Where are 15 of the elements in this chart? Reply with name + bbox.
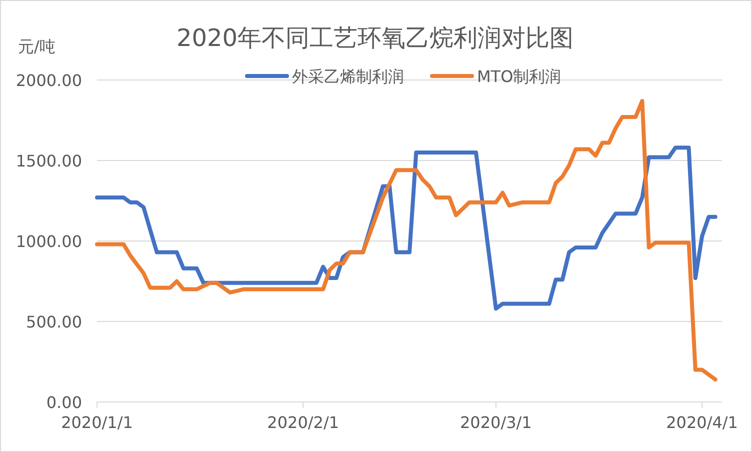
x-tick-label: 2020/3/1 bbox=[460, 413, 532, 432]
line-series bbox=[95, 146, 718, 311]
y-axis-title: 元/吨 bbox=[18, 37, 56, 56]
legend-label: MTO制利润 bbox=[477, 67, 562, 86]
x-tick-label: 2020/4/1 bbox=[666, 413, 738, 432]
y-tick-label: 1500.00 bbox=[16, 152, 82, 170]
legend-label: 外采乙烯制利润 bbox=[292, 67, 404, 86]
y-tick-label: 1000.00 bbox=[16, 232, 82, 251]
x-tick-label: 2020/2/1 bbox=[267, 413, 340, 432]
y-tick-label: 0.00 bbox=[46, 393, 82, 412]
y-tick-label: 500.00 bbox=[26, 312, 82, 332]
chart-title: 2020年不同工艺环氧乙烷利润对比图 bbox=[176, 24, 574, 52]
x-tick-label: 2020/1/1 bbox=[61, 413, 133, 432]
y-tick-label: 2000.00 bbox=[16, 71, 82, 90]
line-series bbox=[95, 98, 718, 382]
